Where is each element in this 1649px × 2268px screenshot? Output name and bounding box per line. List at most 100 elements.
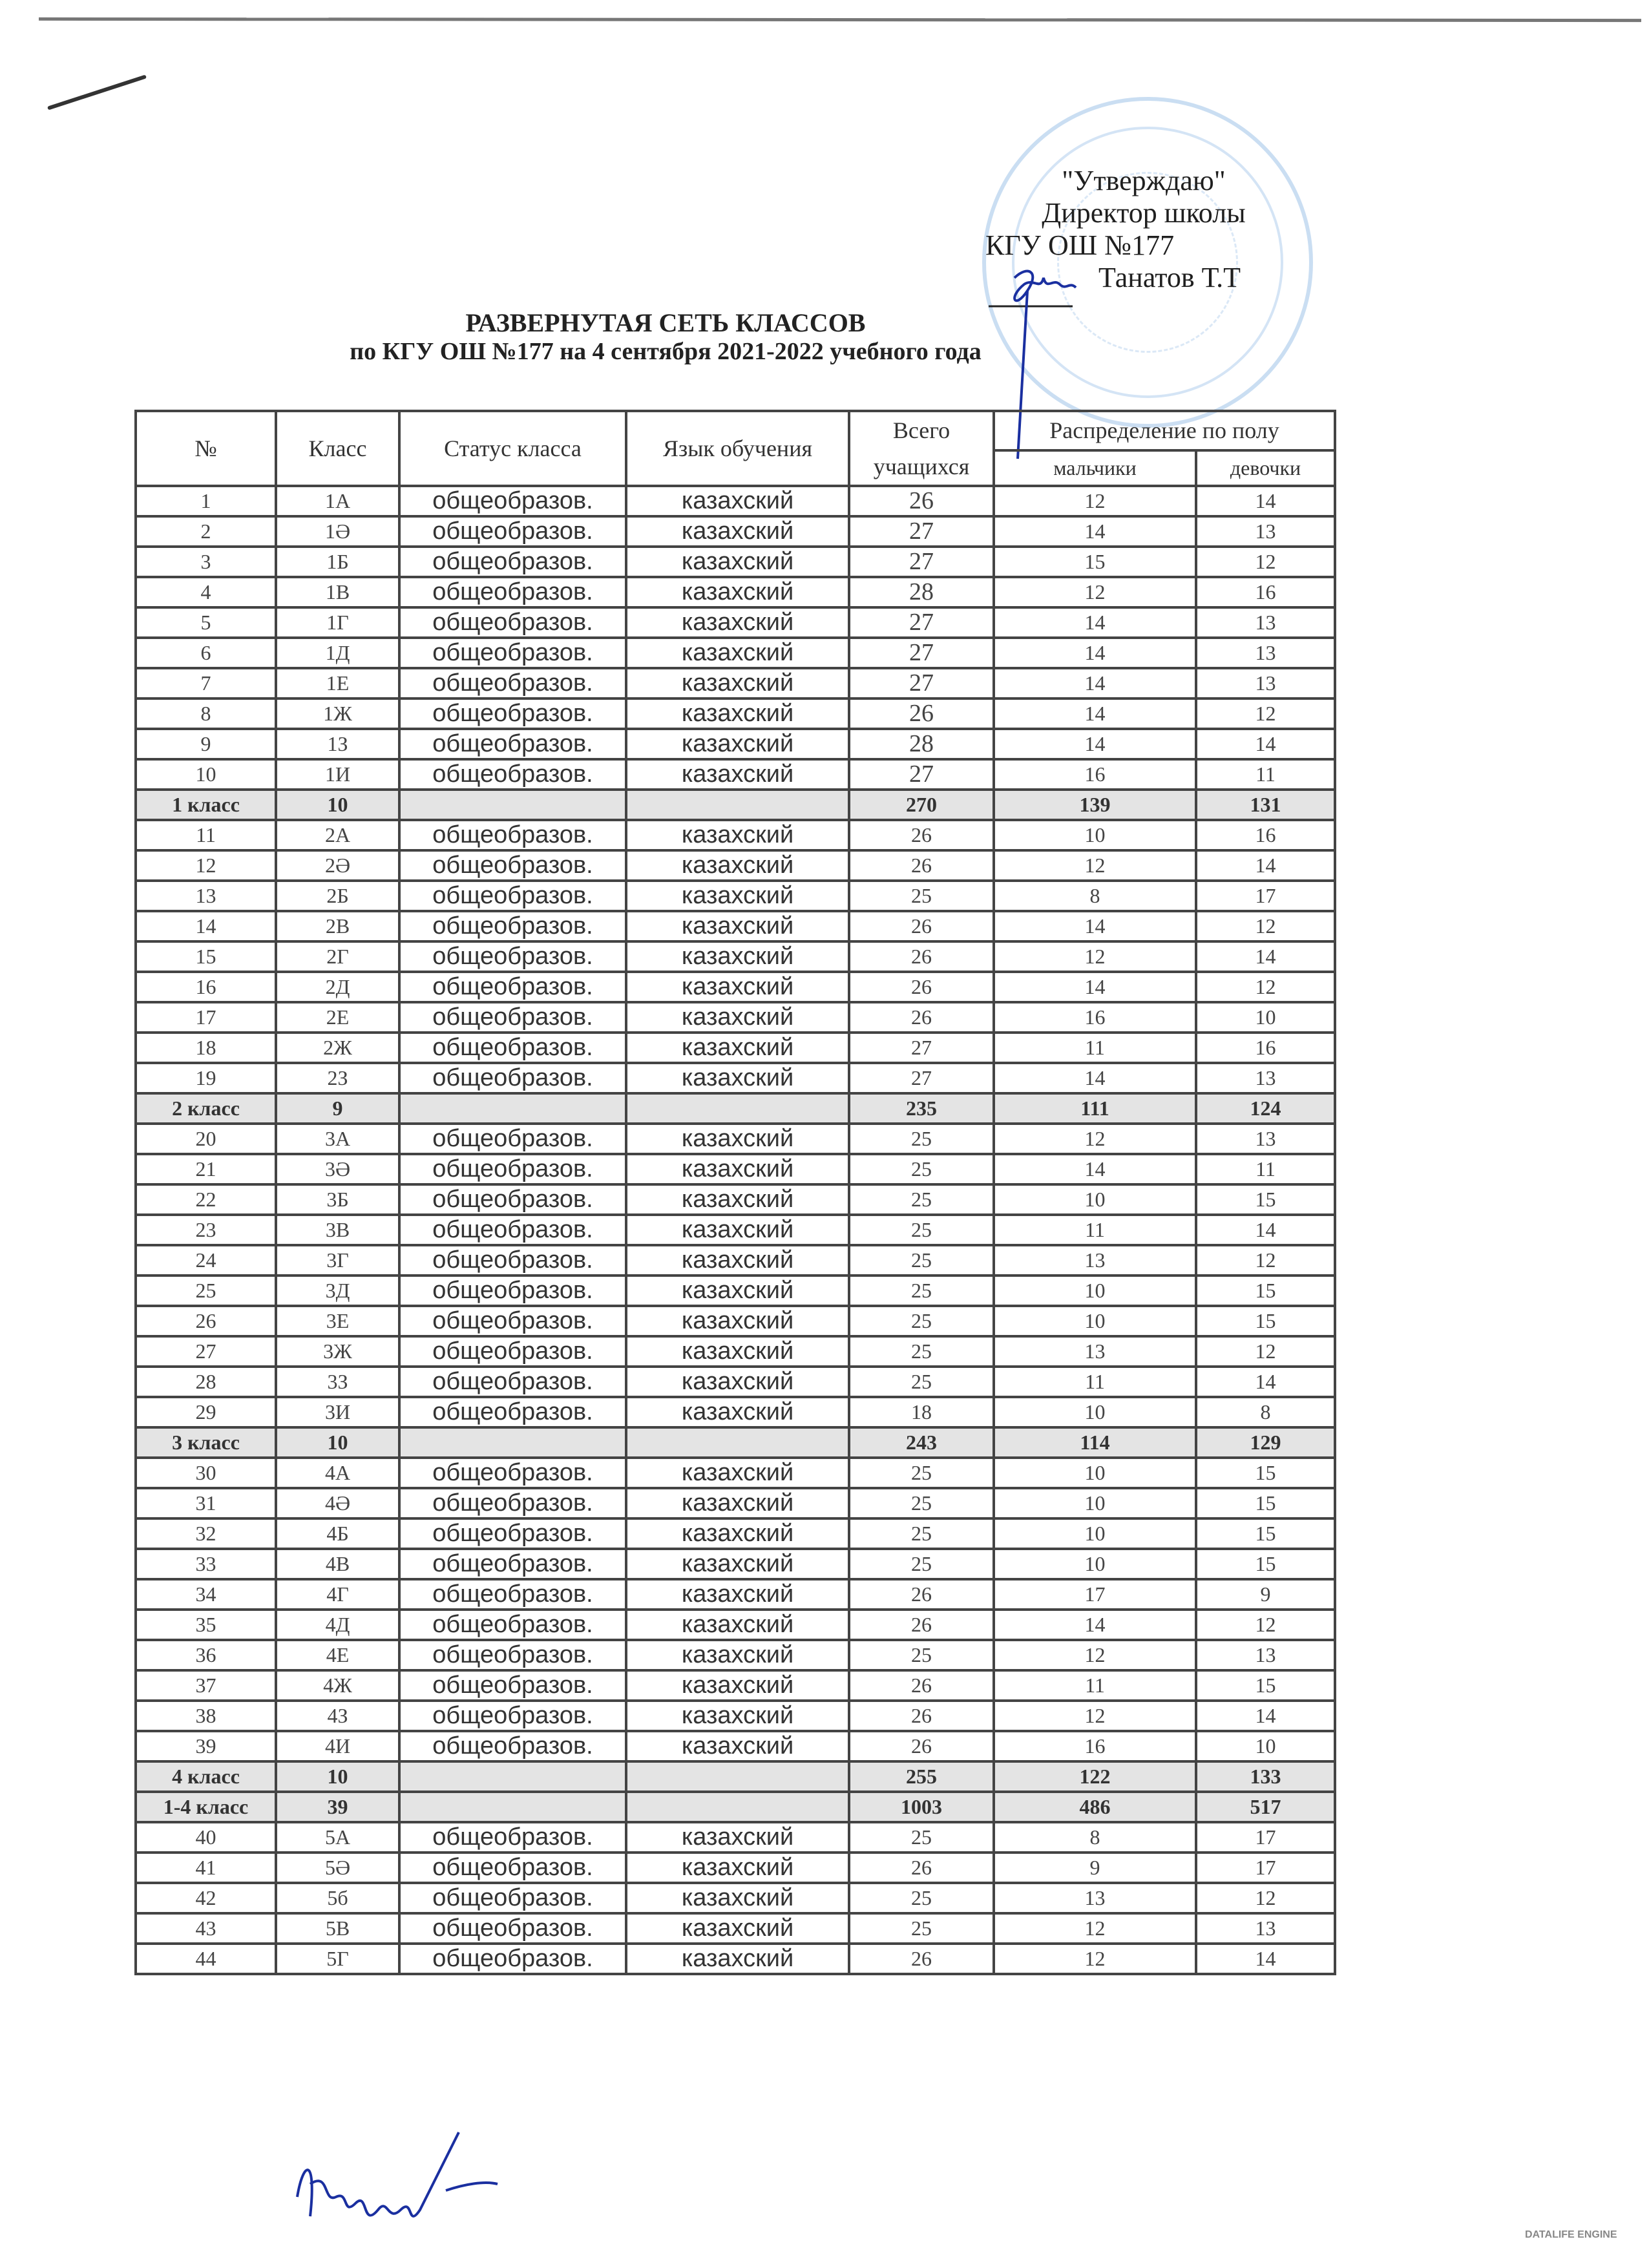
cell-boys: 14 xyxy=(993,728,1197,761)
cell-num: 29 xyxy=(134,1396,277,1429)
cell-boys: 13 xyxy=(993,1882,1197,1915)
cell-language: казахский xyxy=(625,636,850,669)
cell-language: казахский xyxy=(625,1699,850,1732)
cell-total: 25 xyxy=(848,1244,995,1277)
cell-total: 25 xyxy=(848,1456,995,1489)
cell-status: общеобразов. xyxy=(398,1912,627,1945)
cell-language xyxy=(625,1790,850,1823)
cell-boys: 15 xyxy=(993,545,1197,578)
cell-girls: 17 xyxy=(1195,1851,1336,1884)
cell-language: казахский xyxy=(625,1274,850,1307)
cell-status: общеобразов. xyxy=(398,1608,627,1641)
table-row: 9 1З общеобразов. казахский 28 14 14 xyxy=(134,728,1336,761)
cell-num: 32 xyxy=(134,1517,277,1550)
cell-boys: 10 xyxy=(993,1305,1197,1338)
table-row: 29 3И общеобразов. казахский 18 10 8 xyxy=(134,1396,1336,1429)
cell-num: 12 xyxy=(134,849,277,882)
cell-num: 20 xyxy=(134,1122,277,1155)
cell-total: 25 xyxy=(848,1153,995,1186)
cell-class: 4В xyxy=(275,1548,401,1580)
cell-boys: 12 xyxy=(993,1639,1197,1672)
cell-boys: 14 xyxy=(993,606,1197,639)
cell-num: 24 xyxy=(134,1244,277,1277)
cell-class: 1Б xyxy=(275,545,401,578)
table-row: 10 1И общеобразов. казахский 27 16 11 xyxy=(134,758,1336,791)
cell-num: 14 xyxy=(134,910,277,943)
cell-class: 1В xyxy=(275,576,401,609)
cell-language: казахский xyxy=(625,1578,850,1611)
cell-boys: 139 xyxy=(993,788,1197,821)
cell-boys: 14 xyxy=(993,1062,1197,1095)
cell-language: казахский xyxy=(625,1244,850,1277)
cell-language: казахский xyxy=(625,1183,850,1216)
cell-girls: 15 xyxy=(1195,1517,1336,1550)
cell-class: 10 xyxy=(275,1426,401,1459)
cell-boys: 10 xyxy=(993,1517,1197,1550)
cell-total: 25 xyxy=(848,1365,995,1398)
cell-class: 4Е xyxy=(275,1639,401,1672)
table-row: 2 1Ә общеобразов. казахский 27 14 13 xyxy=(134,515,1336,548)
cell-num: 34 xyxy=(134,1578,277,1611)
approval-block: "Утверждаю" Директор школы КГУ ОШ №177 Т… xyxy=(969,165,1318,294)
cell-total: 26 xyxy=(848,1669,995,1702)
cell-status: общеобразов. xyxy=(398,1669,627,1702)
cell-language: казахский xyxy=(625,1396,850,1429)
cell-class: 1З xyxy=(275,728,401,761)
cell-num: 44 xyxy=(134,1942,277,1975)
cell-class: 4Д xyxy=(275,1608,401,1641)
cell-class: 2В xyxy=(275,910,401,943)
cell-class: 5Г xyxy=(275,1942,401,1975)
cell-num: 26 xyxy=(134,1305,277,1338)
cell-class: 1Г xyxy=(275,606,401,639)
cell-num: 9 xyxy=(134,728,277,761)
table-row: 16 2Д общеобразов. казахский 26 14 12 xyxy=(134,971,1336,1003)
cell-total: 25 xyxy=(848,1305,995,1338)
cell-boys: 14 xyxy=(993,636,1197,669)
cell-total: 25 xyxy=(848,1639,995,1672)
pen-mark xyxy=(47,74,147,110)
cell-status: общеобразов. xyxy=(398,667,627,700)
cell-num: 3 класс xyxy=(134,1426,277,1459)
cell-total: 26 xyxy=(848,697,995,730)
cell-total: 25 xyxy=(848,1912,995,1945)
cell-language: казахский xyxy=(625,1365,850,1398)
table-row: 25 3Д общеобразов. казахский 25 10 15 xyxy=(134,1274,1336,1307)
cell-girls: 14 xyxy=(1195,485,1336,518)
signature xyxy=(296,2132,498,2218)
subtotal-row: 4 класс 10 255 122 133 xyxy=(134,1760,1336,1793)
cell-num: 21 xyxy=(134,1153,277,1186)
cell-language: казахский xyxy=(625,1942,850,1975)
cell-class: 1Е xyxy=(275,667,401,700)
cell-boys: 122 xyxy=(993,1760,1197,1793)
cell-boys: 12 xyxy=(993,1699,1197,1732)
cell-status: общеобразов. xyxy=(398,1517,627,1550)
cell-num: 11 xyxy=(134,819,277,852)
cell-num: 2 класс xyxy=(134,1092,277,1125)
cell-class: 2Е xyxy=(275,1001,401,1034)
table-row: 38 4З общеобразов. казахский 26 12 14 xyxy=(134,1699,1336,1732)
cell-status: общеобразов. xyxy=(398,1122,627,1155)
approval-line-2: Директор школы xyxy=(1042,197,1246,229)
cell-class: 39 xyxy=(275,1790,401,1823)
table-row: 18 2Ж общеобразов. казахский 27 11 16 xyxy=(134,1031,1336,1064)
cell-language: казахский xyxy=(625,849,850,882)
cell-boys: 12 xyxy=(993,849,1197,882)
cell-num: 30 xyxy=(134,1456,277,1489)
cell-status: общеобразов. xyxy=(398,1882,627,1915)
cell-status: общеобразов. xyxy=(398,849,627,882)
cell-total: 25 xyxy=(848,879,995,912)
table-row: 1 1А общеобразов. казахский 26 12 14 xyxy=(134,485,1336,518)
cell-class: 1И xyxy=(275,758,401,791)
cell-total: 1003 xyxy=(848,1790,995,1823)
cell-total: 26 xyxy=(848,1942,995,1975)
cell-num: 5 xyxy=(134,606,277,639)
table-row: 43 5В общеобразов. казахский 25 12 13 xyxy=(134,1912,1336,1945)
subtotal-row: 1-4 класс 39 1003 486 517 xyxy=(134,1790,1336,1823)
table-row: 31 4Ә общеобразов. казахский 25 10 15 xyxy=(134,1487,1336,1520)
cell-girls: 15 xyxy=(1195,1487,1336,1520)
table-row: 22 3Б общеобразов. казахский 25 10 15 xyxy=(134,1183,1336,1216)
cell-girls: 517 xyxy=(1195,1790,1336,1823)
cell-total: 25 xyxy=(848,1213,995,1246)
cell-class: 2Д xyxy=(275,971,401,1003)
cell-girls: 131 xyxy=(1195,788,1336,821)
